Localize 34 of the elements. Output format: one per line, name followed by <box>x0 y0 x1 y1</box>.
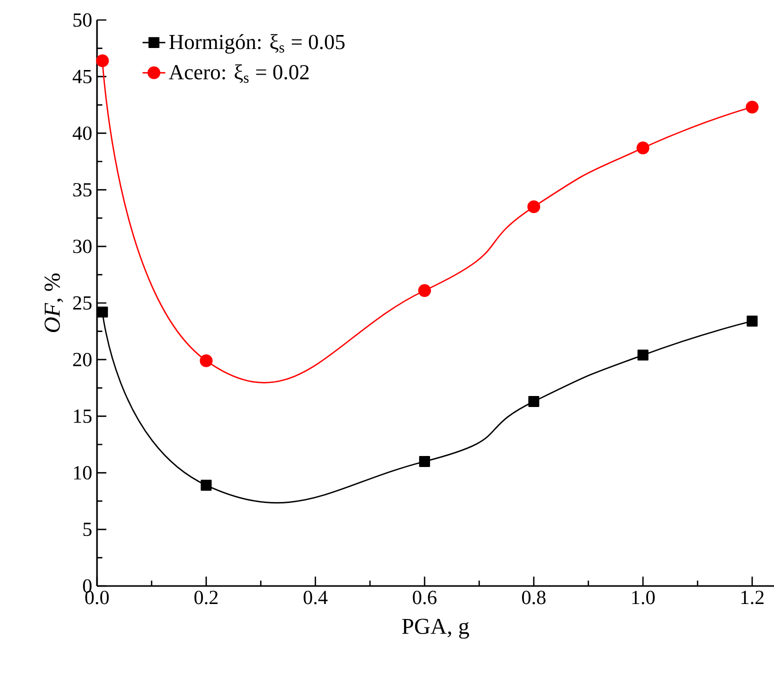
point <box>96 54 109 68</box>
y-tick-label: 35 <box>73 183 92 197</box>
x-tick-label: 1.2 <box>741 590 764 604</box>
legend-label: Acero: ξ$_{s}$ = 0.02 <box>168 64 309 83</box>
y-tick-label: 10 <box>74 466 92 480</box>
x-tick-label: 0.6 <box>412 590 436 604</box>
point <box>638 350 648 361</box>
point <box>419 456 430 467</box>
x-tick-label: 1.0 <box>632 590 655 604</box>
point <box>528 396 540 407</box>
point <box>200 480 212 491</box>
y-axis-title: OF, % <box>44 274 64 332</box>
y-tick-label: 15 <box>74 410 92 423</box>
point <box>636 142 650 154</box>
x-tick-label: 0.4 <box>304 590 328 604</box>
point <box>200 354 213 368</box>
x-tick-label: 0.0 <box>85 590 109 604</box>
point <box>96 306 108 318</box>
y-tick-label: 0 <box>83 579 92 593</box>
point <box>418 284 431 297</box>
x-tick-label: 0.2 <box>194 590 218 604</box>
y-tick-label: 45 <box>72 70 92 84</box>
y-tick-label: 25 <box>73 296 92 310</box>
y-tick-label: 50 <box>73 13 92 27</box>
y-tick-label: 5 <box>83 522 92 536</box>
point <box>746 316 758 327</box>
x-axis-title: PGA, g <box>402 618 470 639</box>
x-tick-label: 0.8 <box>522 590 546 604</box>
point <box>527 200 540 214</box>
point <box>746 100 759 114</box>
y-tick-label: 30 <box>73 240 92 254</box>
legend-label: Hormigón: ξ$_{s}$ = 0.05 <box>169 34 345 54</box>
y-tick-label: 40 <box>72 126 92 140</box>
y-tick-label: 20 <box>73 352 92 366</box>
